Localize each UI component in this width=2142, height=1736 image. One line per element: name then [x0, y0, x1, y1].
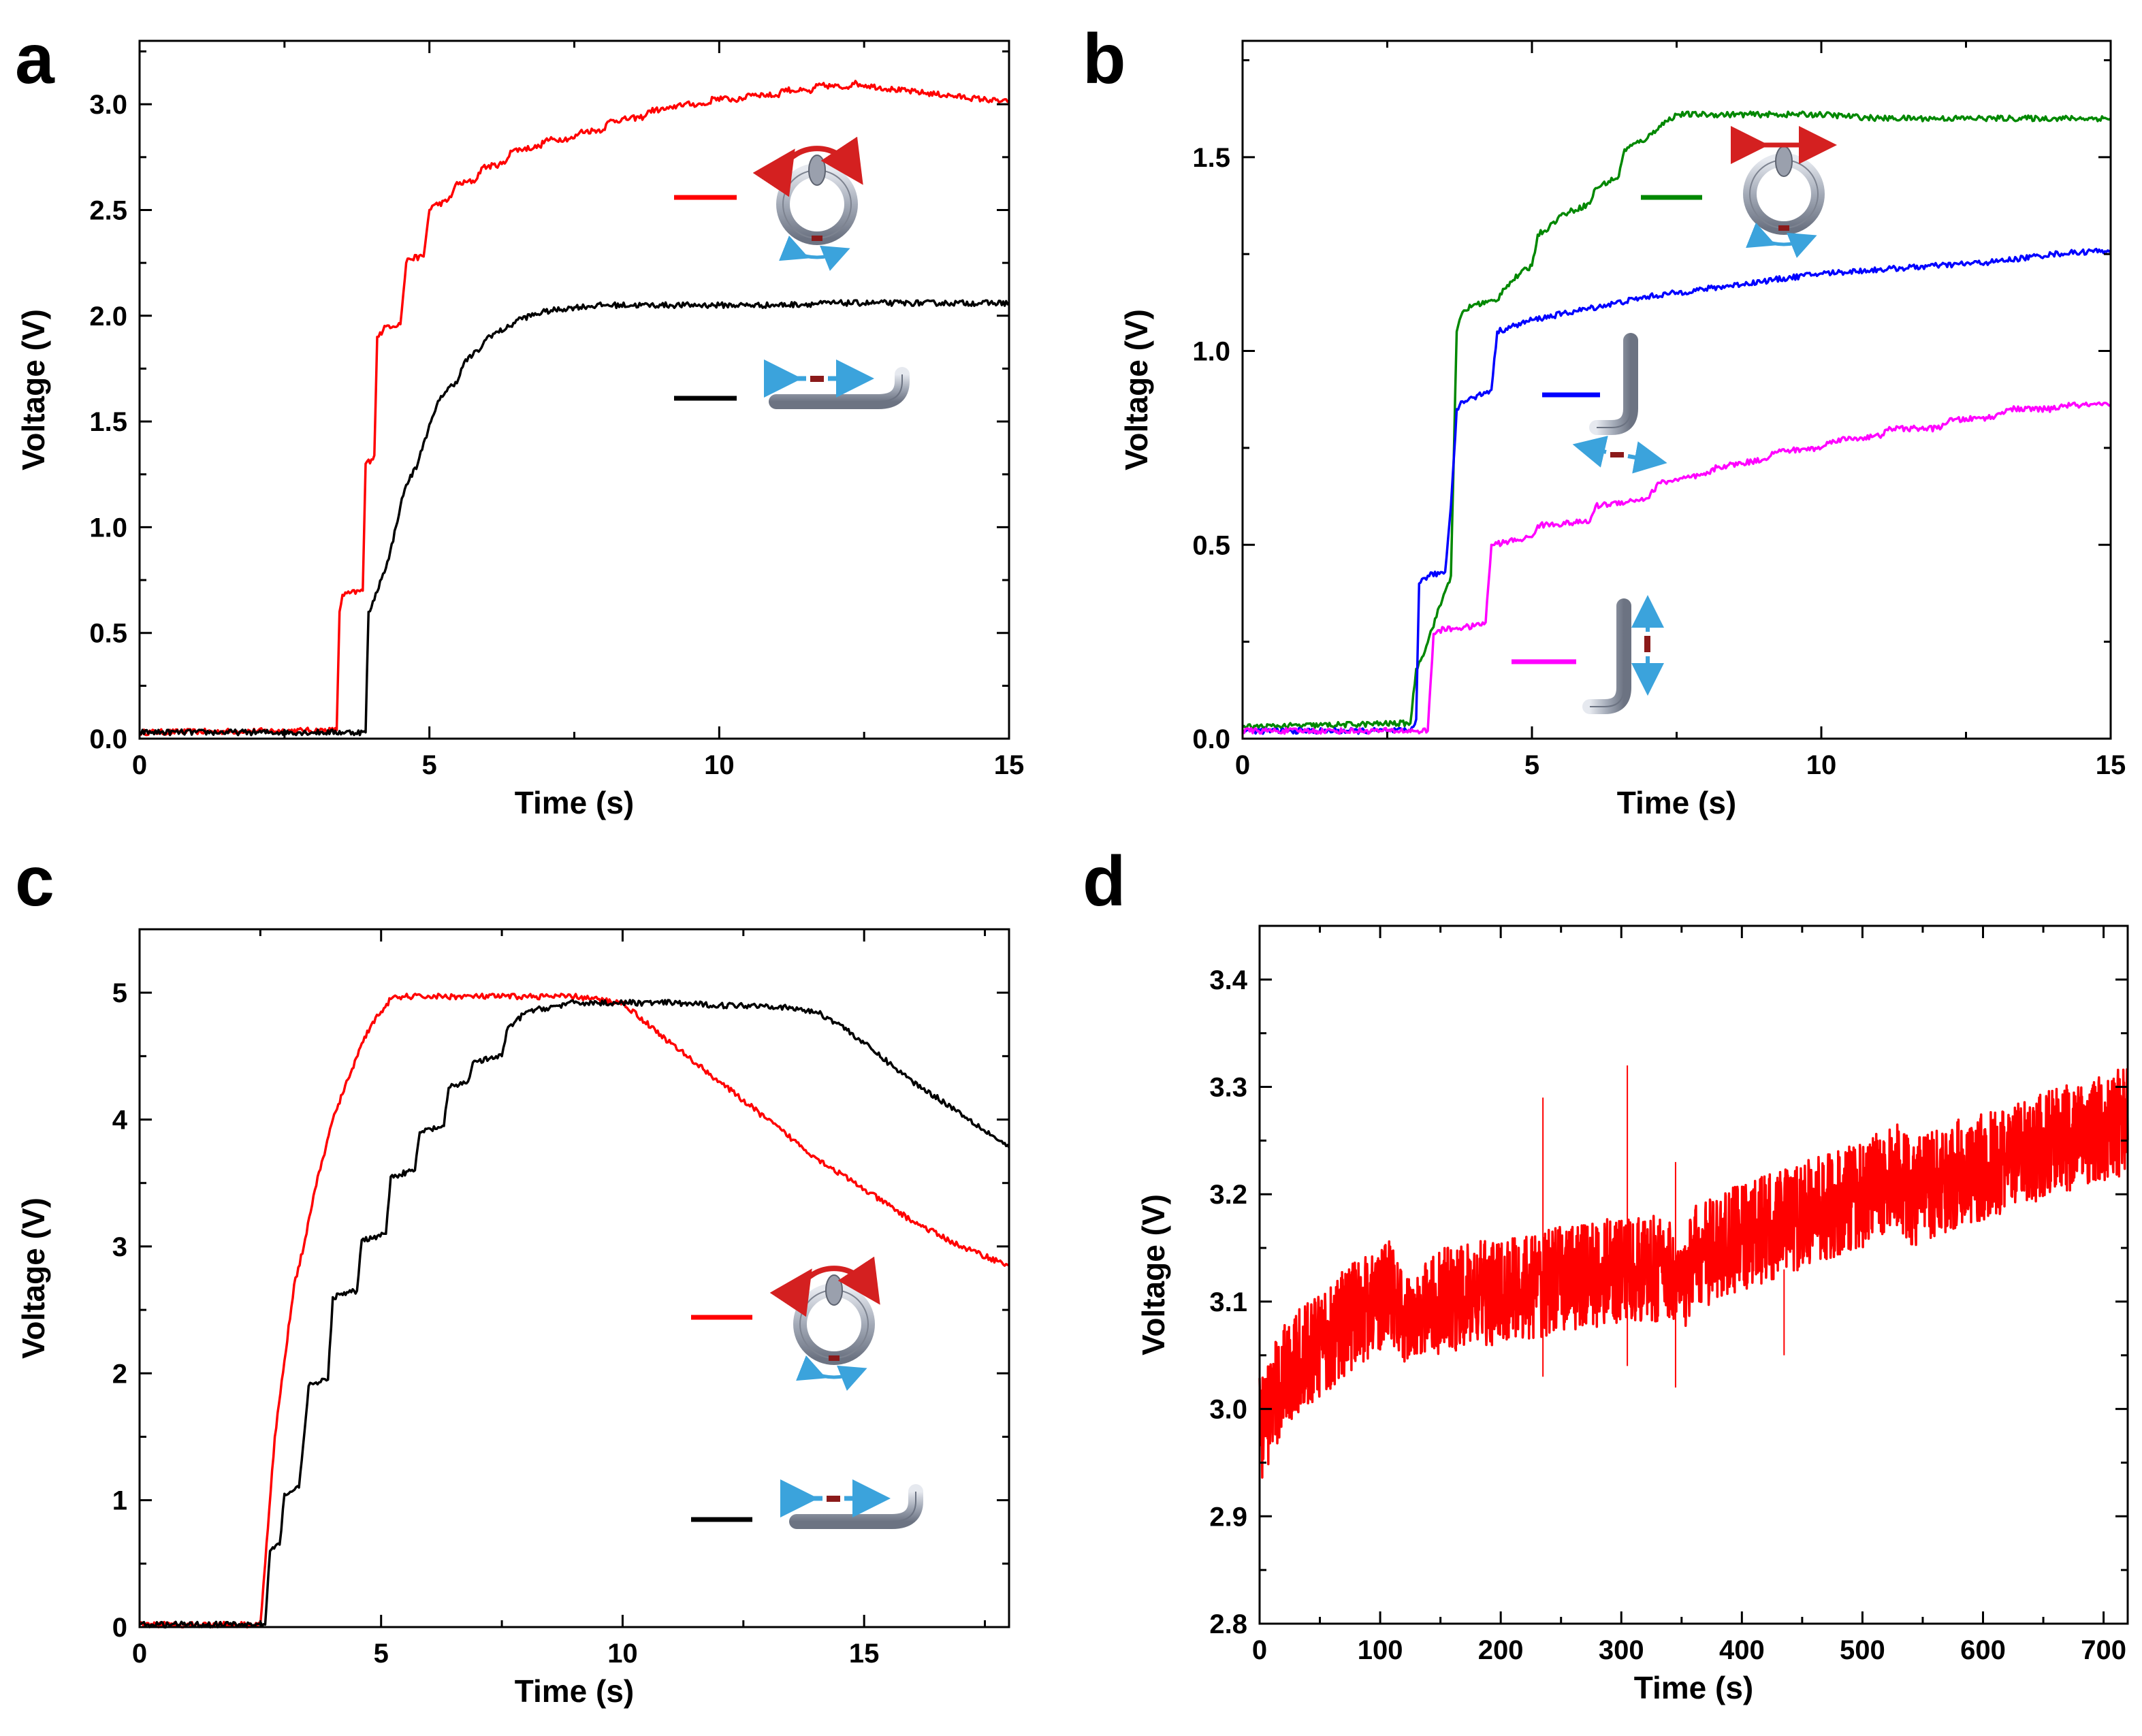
- y-axis-title-b: Voltage (V): [1119, 309, 1154, 470]
- y-tick-label-d-6: 3.4: [1209, 965, 1247, 995]
- x-axis-title-c: Time (s): [515, 1673, 635, 1709]
- x-axis-title-d: Time (s): [1634, 1670, 1754, 1705]
- x-tick-label-d-5: 500: [1840, 1635, 1885, 1665]
- y-axis-title-a: Voltage (V): [16, 309, 51, 470]
- y-tick-label-d-0: 2.8: [1209, 1609, 1247, 1639]
- y-tick-label-b-1: 0.5: [1192, 530, 1230, 560]
- panel-letter-b: b: [1083, 20, 1126, 99]
- y-tick-label-b-0: 0.0: [1192, 724, 1230, 754]
- y-axis-title-d: Voltage (V): [1136, 1194, 1171, 1355]
- x-tick-label-b-2: 10: [1806, 750, 1837, 780]
- panel-b-chart: 0 5 10 15 0.0 0.5 1.0 1.5 Time (s) Voltage (V): [1119, 39, 2126, 820]
- x-tick-label-a-3: 15: [994, 750, 1025, 780]
- y-tick-label-c-0: 0: [112, 1613, 127, 1643]
- hook-vertical-icon: [1582, 595, 1664, 714]
- x-axis-title-a: Time (s): [515, 785, 635, 820]
- x-tick-label-d-7: 700: [2081, 1635, 2126, 1665]
- panel-letter-d: d: [1083, 842, 1126, 921]
- panel-d-chart: 0 100 200 300 400 500 600 700 2.8 2.9 3.0 3.1 3.2 3.3…: [1136, 925, 2129, 1705]
- y-axis-title-c: Voltage (V): [16, 1197, 51, 1359]
- x-tick-label-a-1: 5: [422, 750, 437, 780]
- panel-letter-a: a: [15, 20, 55, 99]
- y-tick-label-d-1: 2.9: [1209, 1502, 1247, 1532]
- panel-c-chart: 0 5 10 15 0 1 2 3 4 5 Time (s) Voltage (V): [16, 928, 1010, 1709]
- y-tick-label-a-6: 3.0: [89, 90, 127, 120]
- x-tick-label-b-3: 15: [2096, 750, 2126, 780]
- x-tick-label-b-1: 5: [1524, 750, 1539, 780]
- x-tick-label-d-6: 600: [1960, 1635, 2006, 1665]
- y-tick-label-d-5: 3.3: [1209, 1073, 1247, 1103]
- y-tick-label-b-3: 1.5: [1192, 143, 1230, 173]
- x-tick-label-c-2: 10: [607, 1639, 638, 1669]
- ring-torsion-icon: [769, 1256, 880, 1391]
- y-tick-label-a-2: 1.0: [89, 513, 127, 543]
- x-tick-label-c-0: 0: [132, 1639, 147, 1669]
- plot-frame-d: [1258, 925, 2129, 1625]
- y-tick-label-a-3: 1.5: [89, 407, 127, 437]
- ring-stretch-icon: [1731, 126, 1837, 258]
- x-tick-label-a-2: 10: [704, 750, 735, 780]
- y-tick-label-d-4: 3.2: [1209, 1180, 1247, 1210]
- y-tick-label-d-2: 3.0: [1209, 1395, 1247, 1425]
- y-tick-label-b-2: 1.0: [1192, 337, 1230, 367]
- ring-torsion-icon: [752, 136, 863, 271]
- y-tick-label-d-3: 3.1: [1209, 1287, 1247, 1317]
- plot-frame-a: [138, 39, 1010, 740]
- series-line-b-2: [1241, 401, 2111, 735]
- y-tick-label-a-4: 2.0: [89, 302, 127, 332]
- plot-frame-b: [1241, 39, 2112, 740]
- x-tick-label-c-1: 5: [374, 1639, 389, 1669]
- y-tick-label-a-0: 0.0: [89, 724, 127, 754]
- panel-letter-c: c: [15, 842, 54, 921]
- x-tick-label-d-2: 200: [1478, 1635, 1524, 1665]
- series-line-a-1: [138, 299, 1010, 737]
- y-tick-label-c-2: 2: [112, 1359, 127, 1389]
- series-line-b-0: [1241, 110, 2112, 730]
- x-tick-label-a-0: 0: [132, 750, 147, 780]
- x-tick-label-d-4: 400: [1719, 1635, 1765, 1665]
- hook-stretch-icon: [780, 1479, 923, 1529]
- panel-a-chart: 0 5 10 15 0.0 0.5 1.0 1.5 2.0 2.5 3.0 Time (s) Volta…: [16, 39, 1025, 820]
- x-tick-label-d-0: 0: [1252, 1635, 1267, 1665]
- hook-bend-icon: [1572, 333, 1667, 474]
- y-tick-label-c-1: 1: [112, 1486, 127, 1516]
- y-tick-label-c-3: 3: [112, 1232, 127, 1262]
- y-tick-label-c-4: 4: [112, 1106, 128, 1136]
- y-tick-label-a-5: 2.5: [89, 195, 127, 225]
- x-tick-label-b-0: 0: [1235, 750, 1250, 780]
- series-line-d-0: [1258, 1067, 2129, 1479]
- x-tick-label-d-1: 100: [1358, 1635, 1403, 1665]
- series-line-b-1: [1242, 247, 2112, 735]
- y-tick-label-a-1: 0.5: [89, 619, 127, 649]
- hook-stretch-icon: [764, 359, 910, 409]
- x-tick-label-c-3: 15: [849, 1639, 880, 1669]
- x-axis-title-b: Time (s): [1617, 785, 1737, 820]
- y-tick-label-c-5: 5: [112, 978, 127, 1008]
- series-line-c-1: [139, 999, 1010, 1629]
- plot-frame-c: [138, 928, 1010, 1628]
- series-line-c-0: [138, 993, 1010, 1629]
- x-tick-label-d-3: 300: [1599, 1635, 1644, 1665]
